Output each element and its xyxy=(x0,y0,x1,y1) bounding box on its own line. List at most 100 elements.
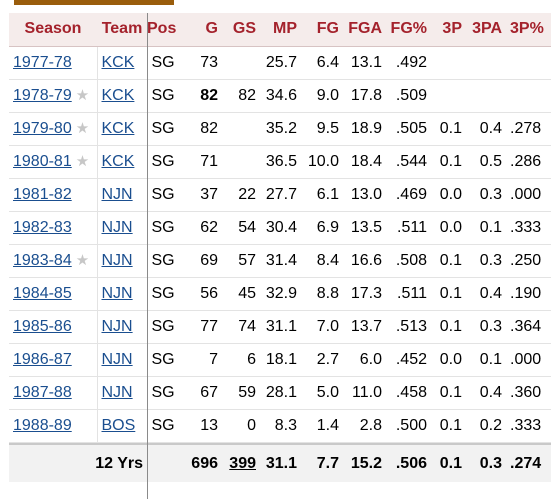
all-star-icon: ★ xyxy=(75,120,90,137)
season-link[interactable]: 1979-80 xyxy=(13,120,72,137)
fga-cell: 18.9 xyxy=(343,112,386,146)
pos-cell: SG xyxy=(147,211,180,245)
season-link[interactable]: 1984-85 xyxy=(13,284,72,302)
fg-cell: 6.9 xyxy=(301,211,343,245)
games-cell: 69 xyxy=(180,244,222,278)
minutes-cell: 31.4 xyxy=(260,244,301,278)
column-header-g[interactable]: G xyxy=(180,13,222,47)
fga-cell: 2.8 xyxy=(343,409,386,443)
column-header-fg-pct[interactable]: FG% xyxy=(386,13,431,47)
column-header-3pa[interactable]: 3PA xyxy=(466,13,506,47)
season-link[interactable]: 1981-82 xyxy=(13,185,72,203)
games-cell: 62 xyxy=(180,211,222,245)
accent-bar xyxy=(14,0,174,5)
fga-cell: 16.6 xyxy=(343,244,386,278)
season-link[interactable]: 1986-87 xyxy=(13,350,72,368)
team-link[interactable]: NJN xyxy=(101,218,133,236)
pos-cell: SG xyxy=(147,277,180,311)
games-started-cell xyxy=(222,145,260,179)
team-cell: NJN xyxy=(97,310,148,344)
3pa-cell: 0.1 xyxy=(466,343,506,377)
team-cell: KCK xyxy=(97,79,148,113)
fg-cell: 1.4 xyxy=(301,409,343,443)
season-cell: 1981-82 xyxy=(9,178,98,212)
column-header-gs[interactable]: GS xyxy=(222,13,260,47)
team-link[interactable]: NJN xyxy=(101,185,133,203)
season-cell: 1977-78 xyxy=(9,46,98,80)
team-link[interactable]: KCK xyxy=(101,119,135,137)
3p-pct-cell xyxy=(506,79,544,113)
3p-pct-cell: .190 xyxy=(506,277,544,311)
season-cell: 1984-85 xyxy=(9,277,98,311)
column-header-3p-pct[interactable]: 3P% xyxy=(506,13,544,47)
team-cell: KCK xyxy=(97,112,148,146)
team-cell: NJN xyxy=(97,244,148,278)
table-row: 1987-88 NJN SG 67 59 28.1 5.0 11.0 .458 … xyxy=(9,376,551,410)
fg-pct-cell: .509 xyxy=(386,79,431,113)
totals-games: 696 xyxy=(180,443,222,482)
3pa-cell xyxy=(466,79,506,113)
overflow-cell: 5 xyxy=(544,376,551,410)
season-link[interactable]: 1983-84 xyxy=(13,252,72,269)
team-cell: KCK xyxy=(97,145,148,179)
3pa-cell: 0.3 xyxy=(466,310,506,344)
column-header-overflow[interactable] xyxy=(544,13,551,47)
column-header-mp[interactable]: MP xyxy=(260,13,301,47)
table-row: 1977-78 KCK SG 73 25.7 6.4 13.1 .492 6 xyxy=(9,46,551,80)
3pa-cell: 0.4 xyxy=(466,277,506,311)
season-cell: 1986-87 xyxy=(9,343,98,377)
team-link[interactable]: KCK xyxy=(101,86,135,104)
pos-cell: SG xyxy=(147,376,180,410)
overflow-cell: 9 xyxy=(544,79,551,113)
season-link[interactable]: 1978-79 xyxy=(13,87,72,104)
season-link[interactable]: 1988-89 xyxy=(13,416,72,434)
table-row: 1988-89 BOS SG 13 0 8.3 1.4 2.8 .500 0.1… xyxy=(9,409,551,443)
fga-cell: 17.3 xyxy=(343,277,386,311)
team-link[interactable]: BOS xyxy=(101,416,136,434)
totals-pos xyxy=(147,443,180,482)
fg-pct-cell: .544 xyxy=(386,145,431,179)
minutes-cell: 8.3 xyxy=(260,409,301,443)
season-link[interactable]: 1980-81 xyxy=(13,153,72,170)
minutes-cell: 28.1 xyxy=(260,376,301,410)
3p-cell: 0.1 xyxy=(431,310,466,344)
3p-pct-cell: .000 xyxy=(506,343,544,377)
games-cell: 82 xyxy=(180,112,222,146)
team-link[interactable]: NJN xyxy=(101,284,133,302)
season-link[interactable]: 1985-86 xyxy=(13,317,72,335)
team-link[interactable]: KCK xyxy=(101,53,135,71)
fg-cell: 2.7 xyxy=(301,343,343,377)
3p-cell: 0.1 xyxy=(431,376,466,410)
fga-cell: 11.0 xyxy=(343,376,386,410)
team-link[interactable]: NJN xyxy=(101,317,133,335)
games-cell: 7 xyxy=(180,343,222,377)
season-link[interactable]: 1987-88 xyxy=(13,383,72,401)
fg-pct-cell: .508 xyxy=(386,244,431,278)
column-header-season[interactable]: Season xyxy=(9,13,97,47)
3p-pct-cell: .286 xyxy=(506,145,544,179)
season-link[interactable]: 1977-78 xyxy=(13,53,72,71)
team-link[interactable]: NJN xyxy=(101,251,133,269)
season-link[interactable]: 1982-83 xyxy=(13,218,72,236)
column-header-fga[interactable]: FGA xyxy=(343,13,386,47)
pos-cell: SG xyxy=(147,46,180,80)
3p-cell: 0.1 xyxy=(431,145,466,179)
column-header-3p[interactable]: 3P xyxy=(431,13,466,47)
team-link[interactable]: NJN xyxy=(101,350,133,368)
table-row: 1979-80 ★ KCK SG 82 35.2 9.5 18.9 .505 0.… xyxy=(9,112,551,146)
column-header-pos[interactable]: Pos xyxy=(147,13,180,47)
totals-label: 12 Yrs xyxy=(9,443,147,482)
games-started-cell xyxy=(222,46,260,80)
table-row: 1978-79 ★ KCK SG 82 82 34.6 9.0 17.8 .509… xyxy=(9,79,551,113)
team-link[interactable]: KCK xyxy=(101,152,135,170)
table-row: 1982-83 NJN SG 62 54 30.4 6.9 13.5 .511 … xyxy=(9,211,551,245)
spacer-cell xyxy=(9,442,551,444)
column-header-team[interactable]: Team xyxy=(97,13,147,47)
pos-cell: SG xyxy=(147,79,180,113)
team-link[interactable]: NJN xyxy=(101,383,133,401)
3pa-cell: 0.3 xyxy=(466,244,506,278)
column-header-fg[interactable]: FG xyxy=(301,13,343,47)
minutes-cell: 25.7 xyxy=(260,46,301,80)
games-started-cell xyxy=(222,112,260,146)
